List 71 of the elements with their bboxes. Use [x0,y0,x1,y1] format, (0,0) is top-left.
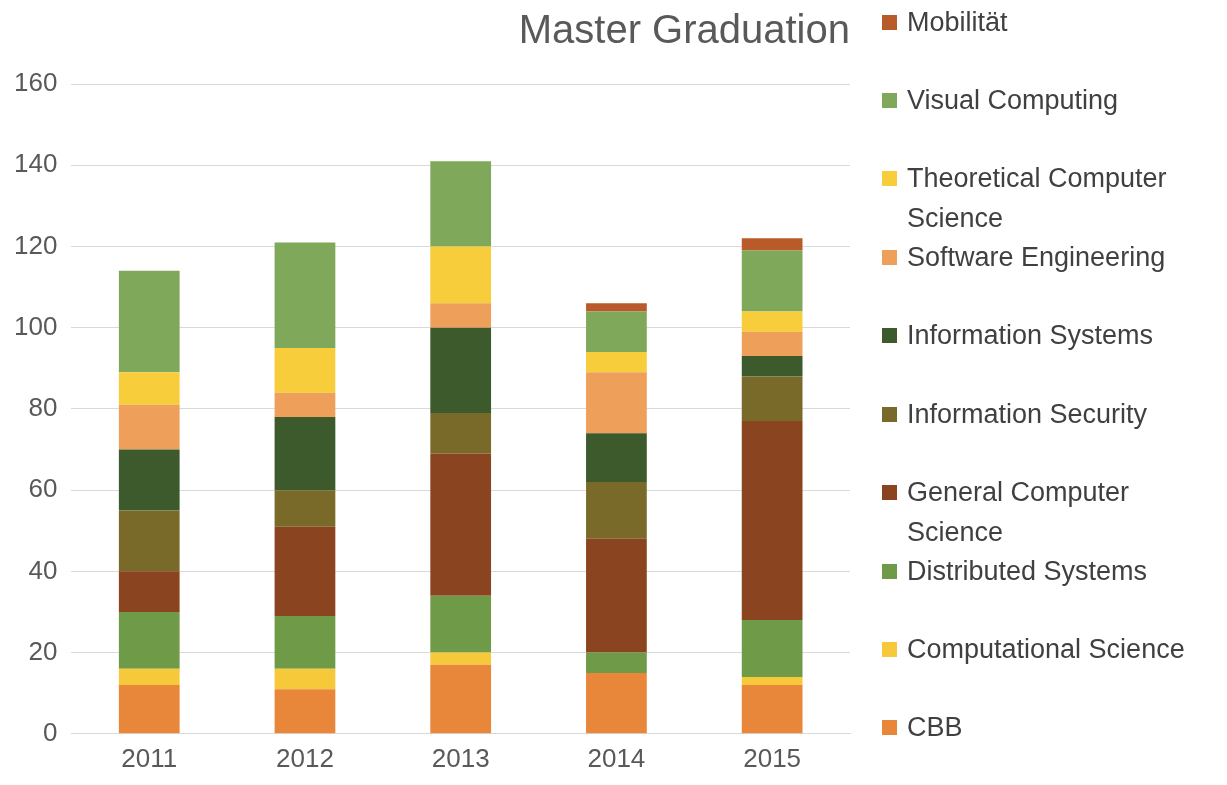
bar [586,303,647,312]
bar [741,676,803,686]
bar [118,510,180,572]
bar [274,417,336,491]
bar [430,161,492,247]
bar [586,482,647,539]
y-tick-label: 0 [42,716,58,747]
y-tick-label: 20 [28,635,58,666]
y-tick-label: 80 [28,392,58,423]
bar [118,372,180,405]
y-tick-label: 40 [28,554,58,585]
bar [741,356,803,377]
bar [274,526,336,617]
bar [586,311,647,353]
bar [430,246,492,304]
bar [274,392,336,418]
legend-label: Theoretical Computer Science [907,162,1168,236]
legend-label: CBB [907,710,964,744]
bar [118,685,180,734]
bar [586,372,647,434]
legend-label: Mobilität [907,6,1009,39]
x-tick-label: 2011 [121,742,178,773]
bar [741,311,803,332]
bar [586,652,647,673]
bar [118,270,180,373]
bar [741,376,803,422]
bar [586,672,647,734]
x-tick-label: 2012 [276,742,334,773]
bar [118,404,180,450]
legend-label: Software Engineering [907,241,1167,275]
legend-label: Computational Science [907,632,1186,666]
bar [430,412,492,454]
bar [430,453,492,596]
bar [118,449,180,511]
bar [430,664,492,734]
bar [586,352,647,373]
bar [741,331,803,357]
bar [741,620,803,677]
x-tick-label: 2014 [587,742,646,773]
bar [274,668,336,690]
bar [274,490,336,527]
bar [430,652,492,665]
bar [430,327,492,413]
bar [586,538,647,653]
y-tick-label: 160 [13,67,58,98]
bar [274,616,336,669]
bar [430,303,492,328]
x-tick-label: 2015 [743,742,802,773]
bar [118,571,180,612]
legend-label: Information Security [907,397,1149,431]
bar [741,421,803,621]
bar [274,689,336,734]
y-tick-label: 120 [13,229,58,260]
legend-label: Information Systems [907,319,1155,353]
bar [741,685,803,734]
y-tick-label: 60 [28,473,58,504]
bar [586,433,647,482]
legend-label: Visual Computing [907,84,1120,118]
legend-label: Distributed Systems [907,554,1149,588]
bar [430,595,492,653]
bar [741,250,803,312]
bar [741,238,803,251]
chart-title: Master Graduation [518,7,850,52]
bar [118,611,180,669]
y-tick-label: 140 [13,148,58,179]
bar [118,668,180,686]
bar [274,242,336,348]
bar [274,347,336,393]
legend-label: General Computer Science [907,475,1131,549]
y-tick-label: 100 [13,310,58,341]
x-tick-label: 2013 [431,742,490,773]
